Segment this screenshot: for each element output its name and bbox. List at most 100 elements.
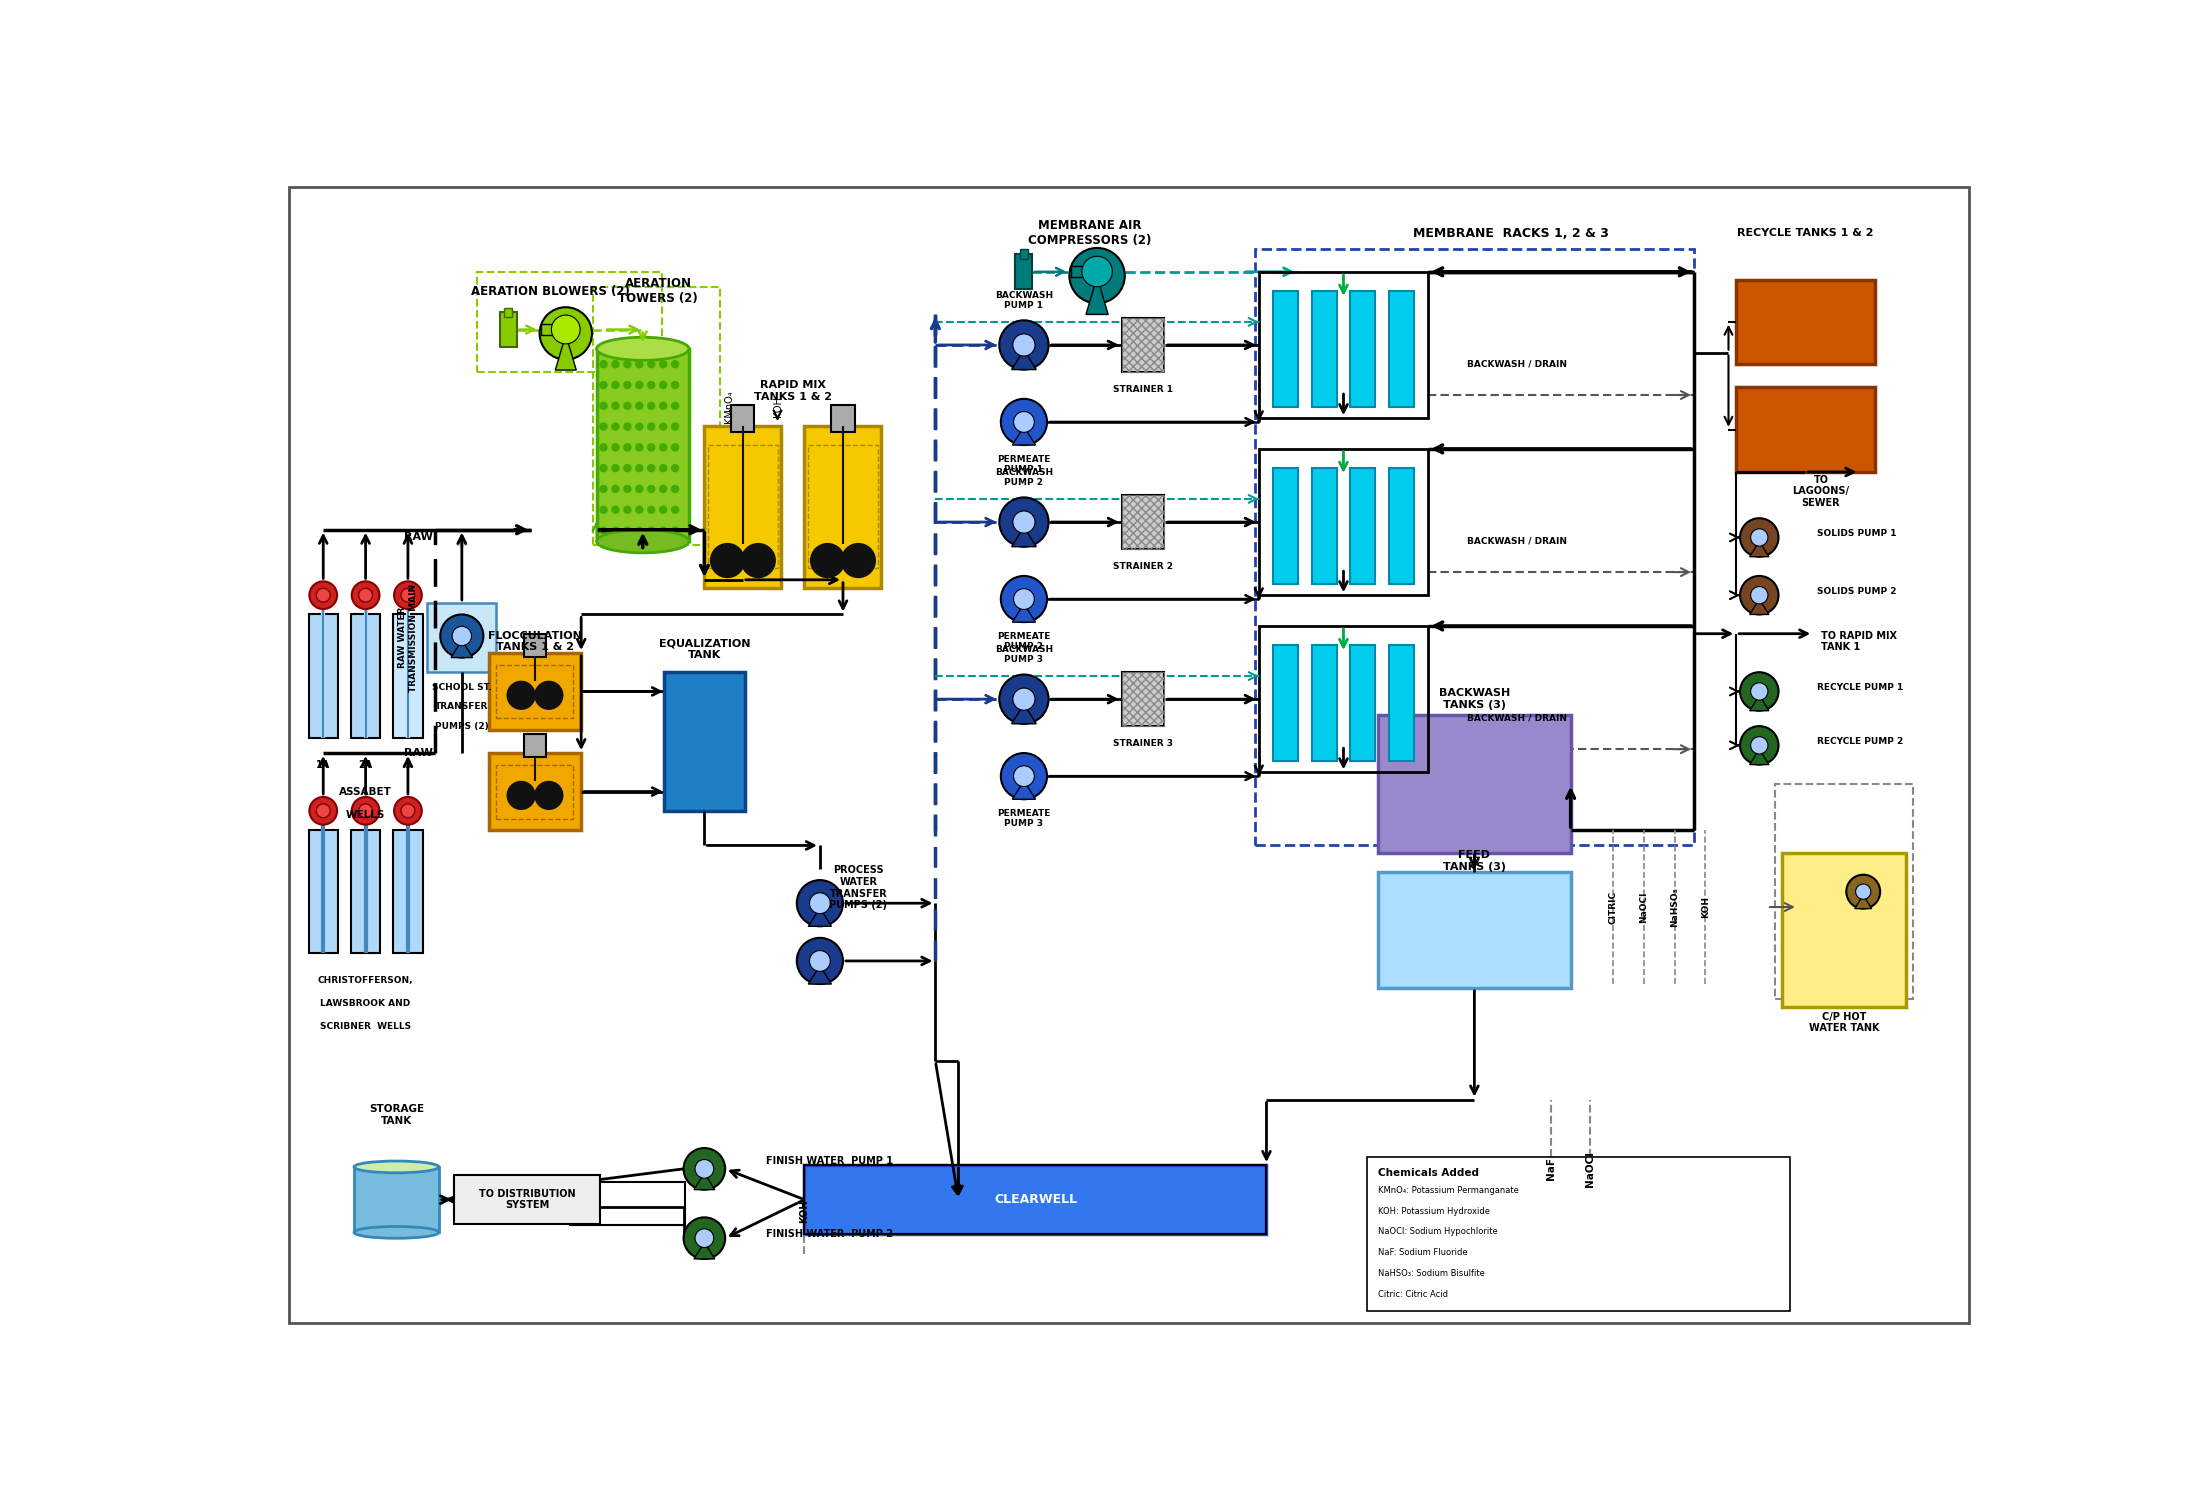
Text: SOLIDS PUMP 2: SOLIDS PUMP 2 xyxy=(1817,588,1897,597)
Circle shape xyxy=(551,315,579,344)
Circle shape xyxy=(1751,529,1769,546)
Text: MEMBRANE  RACKS 1, 2 & 3: MEMBRANE RACKS 1, 2 & 3 xyxy=(1412,227,1608,239)
Polygon shape xyxy=(1013,604,1035,622)
Bar xyxy=(1016,254,1033,289)
Bar xyxy=(1121,495,1165,549)
Bar xyxy=(593,287,720,546)
Circle shape xyxy=(610,360,619,368)
Text: FINISH WATER  PUMP 2: FINISH WATER PUMP 2 xyxy=(767,1229,892,1239)
Bar xyxy=(1313,292,1337,407)
Text: NaF: NaF xyxy=(1547,1157,1555,1181)
Ellipse shape xyxy=(355,1162,438,1172)
Circle shape xyxy=(540,306,593,360)
Bar xyxy=(524,634,546,656)
Circle shape xyxy=(809,951,831,972)
Text: KOH: Potassium Hydroxide: KOH: Potassium Hydroxide xyxy=(1379,1206,1489,1215)
Text: CLEARWELL: CLEARWELL xyxy=(994,1193,1077,1206)
Text: EQUALIZATION
TANK: EQUALIZATION TANK xyxy=(659,638,751,659)
Circle shape xyxy=(1082,256,1113,287)
Circle shape xyxy=(1000,320,1049,369)
Polygon shape xyxy=(1011,704,1035,724)
Polygon shape xyxy=(809,907,831,927)
Circle shape xyxy=(623,422,632,431)
Text: PROCESS
WATER
TRANSFER
PUMPS (2): PROCESS WATER TRANSFER PUMPS (2) xyxy=(828,866,888,910)
Bar xyxy=(705,426,782,588)
Bar xyxy=(1388,468,1414,583)
Bar xyxy=(1121,673,1165,727)
Text: FLOCCULATION
TANKS 1 & 2: FLOCCULATION TANKS 1 & 2 xyxy=(489,631,582,652)
Bar xyxy=(478,272,663,372)
Circle shape xyxy=(623,360,632,368)
Text: RECYCLE PUMP 1: RECYCLE PUMP 1 xyxy=(1817,683,1903,692)
Circle shape xyxy=(659,526,668,535)
Bar xyxy=(809,446,877,568)
Circle shape xyxy=(659,360,668,368)
Circle shape xyxy=(610,402,619,410)
Text: ASSABET: ASSABET xyxy=(339,786,392,797)
Bar xyxy=(1350,468,1375,583)
Circle shape xyxy=(712,544,745,577)
Text: KOH: KOH xyxy=(1701,896,1710,918)
Polygon shape xyxy=(1749,599,1769,614)
Text: BACKWASH / DRAIN: BACKWASH / DRAIN xyxy=(1467,537,1566,546)
Circle shape xyxy=(634,505,643,514)
Text: 1A: 1A xyxy=(315,759,330,770)
Circle shape xyxy=(1068,248,1126,303)
Circle shape xyxy=(1013,765,1035,786)
Circle shape xyxy=(610,463,619,472)
Circle shape xyxy=(533,780,564,810)
Circle shape xyxy=(599,360,608,368)
Text: KOH: KOH xyxy=(800,1199,809,1223)
Bar xyxy=(1071,266,1084,277)
Bar xyxy=(1258,626,1428,773)
Circle shape xyxy=(1000,576,1046,622)
Polygon shape xyxy=(1749,695,1769,710)
Circle shape xyxy=(634,526,643,535)
Circle shape xyxy=(648,443,656,451)
Circle shape xyxy=(394,797,421,825)
Text: NaHSO₃: Sodium Bisulfite: NaHSO₃: Sodium Bisulfite xyxy=(1379,1269,1485,1278)
Text: BACKWASH
TANKS (3): BACKWASH TANKS (3) xyxy=(1439,688,1509,710)
Text: AERATION BLOWERS (2): AERATION BLOWERS (2) xyxy=(471,284,630,298)
Circle shape xyxy=(610,526,619,535)
Circle shape xyxy=(401,588,414,602)
Text: CITRIC: CITRIC xyxy=(1608,891,1617,924)
Circle shape xyxy=(634,484,643,493)
Bar xyxy=(1736,280,1875,365)
Bar xyxy=(542,324,553,335)
Text: 2A: 2A xyxy=(359,759,372,770)
Bar xyxy=(1736,387,1875,472)
Circle shape xyxy=(1000,753,1046,800)
Circle shape xyxy=(634,422,643,431)
Circle shape xyxy=(648,505,656,514)
Text: STRAINER 3: STRAINER 3 xyxy=(1113,740,1174,749)
Bar xyxy=(1388,646,1414,761)
Circle shape xyxy=(610,505,619,514)
Polygon shape xyxy=(1749,541,1769,556)
Circle shape xyxy=(1855,884,1870,900)
Text: SCHOOL ST.: SCHOOL ST. xyxy=(432,683,491,692)
Text: KMnO₄: Potassium Permanganate: KMnO₄: Potassium Permanganate xyxy=(1379,1186,1520,1195)
Bar xyxy=(1121,495,1165,549)
Circle shape xyxy=(811,544,844,577)
Bar xyxy=(308,614,337,737)
Text: BACKWASH / DRAIN: BACKWASH / DRAIN xyxy=(1467,715,1566,724)
Polygon shape xyxy=(1013,426,1035,446)
Circle shape xyxy=(610,443,619,451)
Polygon shape xyxy=(555,335,577,371)
Text: TO
LAGOONS/
SEWER: TO LAGOONS/ SEWER xyxy=(1793,474,1848,508)
Circle shape xyxy=(599,402,608,410)
Circle shape xyxy=(623,443,632,451)
Circle shape xyxy=(394,582,421,608)
Text: TRANSFER: TRANSFER xyxy=(436,703,489,712)
Circle shape xyxy=(610,422,619,431)
Text: FEED
TANKS (3): FEED TANKS (3) xyxy=(1443,851,1507,872)
Circle shape xyxy=(599,526,608,535)
Text: NaOCl: NaOCl xyxy=(1639,891,1648,922)
Circle shape xyxy=(842,544,875,577)
Circle shape xyxy=(623,526,632,535)
Circle shape xyxy=(659,402,668,410)
Text: RAPID MIX
TANKS 1 & 2: RAPID MIX TANKS 1 & 2 xyxy=(753,380,833,402)
Bar xyxy=(707,446,778,568)
Bar xyxy=(1350,646,1375,761)
